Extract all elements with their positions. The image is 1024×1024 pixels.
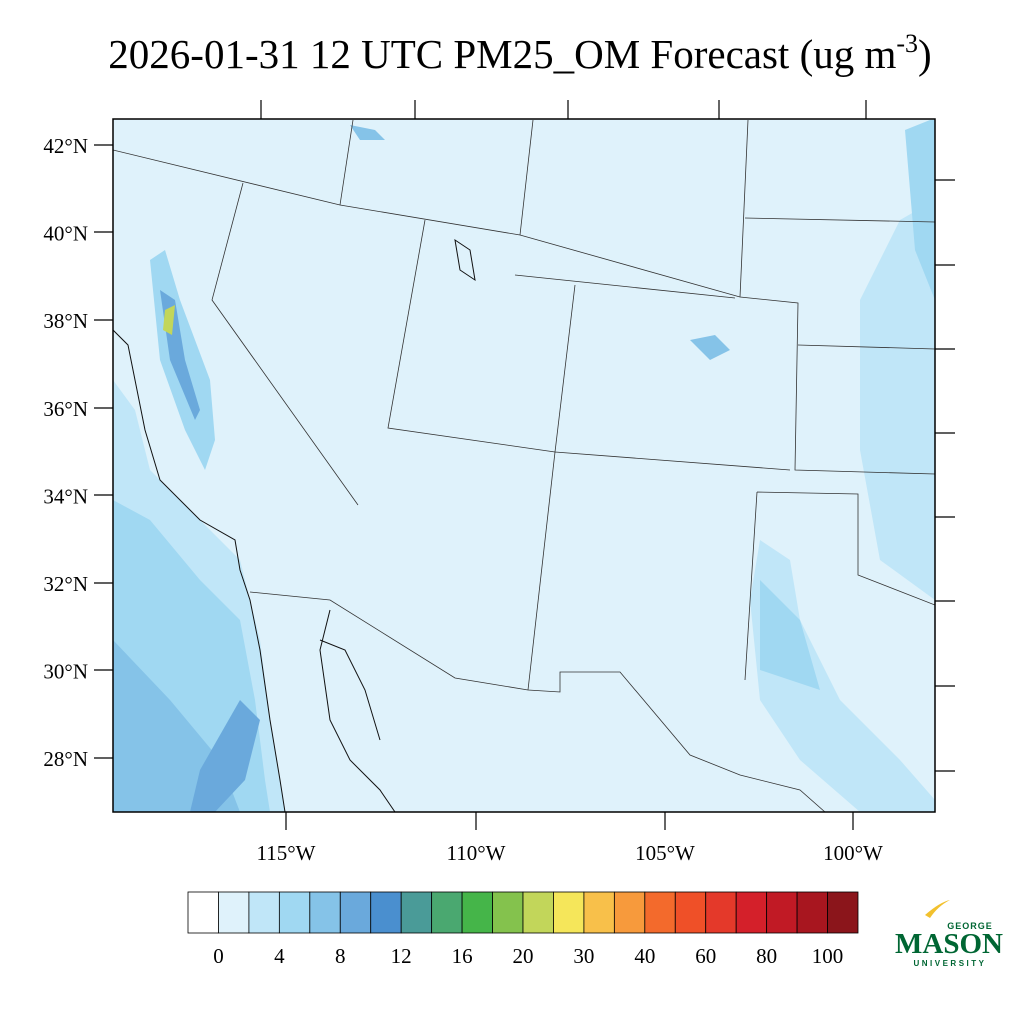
colorbar-swatch — [248, 891, 280, 934]
lat-label: 42°N — [43, 134, 88, 158]
lat-labels: 42°N 40°N 38°N 36°N 34°N 32°N 30°N 28°N — [43, 134, 88, 771]
colorbar-swatch — [187, 891, 219, 934]
colorbar-label: 20 — [513, 944, 534, 968]
coastline — [113, 329, 286, 812]
label-ticks — [94, 144, 854, 830]
colorbar-swatch — [492, 891, 524, 934]
lat-label: 36°N — [43, 397, 88, 421]
lat-label: 40°N — [43, 222, 88, 246]
top-ticks — [260, 100, 867, 119]
colorbar-swatch — [431, 891, 463, 934]
pollution-area — [163, 305, 175, 335]
frame-ticks — [94, 100, 955, 830]
colorbar-swatch — [705, 891, 737, 934]
colorbar-label: 16 — [452, 944, 473, 968]
title-superscript: -3 — [896, 29, 918, 58]
lat-label: 32°N — [43, 572, 88, 596]
colorbar-swatch — [370, 891, 402, 934]
lon-label: 115°W — [257, 841, 316, 865]
logo-top: GEORGE — [947, 921, 993, 931]
lat-label: 38°N — [43, 309, 88, 333]
colorbar-swatch — [278, 891, 311, 934]
lat-label: 34°N — [43, 484, 88, 508]
colorbar-label: 30 — [573, 944, 594, 968]
colorbar-swatch — [674, 891, 707, 934]
colorbar-swatch — [461, 891, 493, 934]
lon-labels: 115°W 110°W 105°W 100°W — [257, 841, 884, 865]
title-end: ) — [918, 31, 932, 77]
colorbar-label: 80 — [756, 944, 777, 968]
map — [94, 100, 955, 830]
lon-label: 105°W — [635, 841, 695, 865]
colorbar-swatch — [583, 891, 615, 934]
logo-main: MASON — [895, 928, 1003, 960]
border — [211, 182, 359, 506]
colorbar-label: 12 — [391, 944, 412, 968]
logo-swoosh — [925, 900, 950, 918]
lat-label: 28°N — [43, 747, 88, 771]
lon-label: 110°W — [447, 841, 506, 865]
colorbar-swatch — [400, 891, 433, 934]
border — [339, 119, 935, 299]
colorbar-swatch — [766, 891, 798, 934]
colorbar-label: 4 — [274, 944, 285, 968]
right-ticks — [935, 179, 955, 772]
border — [387, 219, 935, 691]
colorbar-swatch — [522, 891, 554, 934]
colorbar-label: 60 — [695, 944, 716, 968]
colorbar-swatch — [553, 891, 585, 934]
map-frame — [112, 118, 936, 813]
lon-label: 100°W — [823, 841, 883, 865]
colorbar-label: 100 — [812, 944, 844, 968]
title: 2026-01-31 12 UTC PM25_OM Forecast (ug m… — [108, 29, 931, 77]
pollution-area — [350, 125, 385, 140]
colorbar-swatch — [309, 891, 341, 934]
pollution-area — [860, 200, 935, 600]
colorbar-swatch — [218, 891, 250, 934]
title-main: 2026-01-31 12 UTC PM25_OM Forecast (ug m — [108, 31, 896, 77]
colorbar-label: 8 — [335, 944, 346, 968]
colorbar-swatch — [644, 891, 676, 934]
pollution-area — [190, 700, 260, 812]
lake — [454, 238, 476, 282]
colorbar-swatch — [796, 891, 828, 934]
colorbar-swatch — [339, 891, 372, 934]
coastline — [319, 609, 396, 812]
colorbar-swatch — [735, 891, 768, 934]
pollution-area — [690, 335, 730, 360]
logo-bottom: UNIVERSITY — [913, 959, 986, 968]
colorbar-swatch — [613, 891, 646, 934]
lat-label: 30°N — [43, 660, 88, 684]
colorbar: 0 4 8 12 16 20 30 40 60 80 100 — [187, 891, 859, 968]
pollution-area — [750, 540, 935, 812]
pollution-area — [760, 580, 820, 690]
logo: GEORGE MASON UNIVERSITY — [895, 900, 1003, 968]
border — [249, 591, 826, 812]
colorbar-label: 0 — [213, 944, 224, 968]
colorbar-swatch — [827, 891, 859, 934]
colorbar-label: 40 — [634, 944, 655, 968]
pollution-area — [905, 120, 935, 300]
